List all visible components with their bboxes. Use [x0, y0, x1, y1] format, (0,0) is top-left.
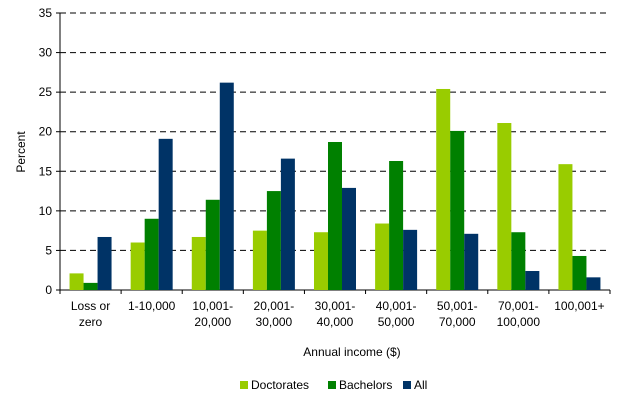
bar	[97, 236, 112, 290]
bar	[558, 164, 573, 290]
bar	[158, 138, 173, 290]
bar	[83, 282, 98, 290]
legend-swatch	[240, 381, 248, 389]
y-tick-label: 30	[39, 46, 53, 60]
x-tick-label: 70,001-100,000	[497, 299, 541, 329]
y-axis-label: Percent	[14, 131, 28, 173]
legend-swatch	[403, 381, 411, 389]
legend-label: Bachelors	[339, 378, 392, 392]
bar	[328, 142, 342, 290]
x-tick-label: 50,001-70,000	[437, 299, 478, 329]
bar	[586, 277, 601, 290]
bar	[252, 230, 267, 290]
y-tick-label: 35	[39, 6, 53, 20]
bar	[205, 199, 220, 290]
legend-label: All	[414, 378, 427, 392]
bar	[342, 187, 356, 290]
y-tick-label: 0	[45, 283, 52, 297]
x-tick-label: 30,001-40,000	[315, 299, 356, 329]
x-tick-label: 100,001+	[554, 299, 604, 313]
legend-swatch	[328, 381, 336, 389]
bar	[511, 232, 526, 290]
bar	[497, 123, 512, 290]
y-tick-label: 25	[39, 85, 53, 99]
y-tick-label: 5	[45, 243, 52, 257]
x-tick-label: Loss or zero	[71, 299, 110, 329]
x-tick-label: 40,001-50,000	[376, 299, 417, 329]
x-tick-label: 20,001-30,000	[254, 299, 295, 329]
y-tick-label: 10	[39, 204, 53, 218]
bar	[130, 242, 145, 290]
bar	[314, 232, 328, 290]
x-axis-label: Annual income ($)	[303, 345, 400, 359]
bar	[403, 229, 418, 290]
bar	[375, 223, 390, 290]
bar	[450, 130, 465, 290]
bar	[219, 82, 234, 290]
bar	[280, 158, 295, 290]
legend-label: Doctorates	[251, 378, 309, 392]
bar	[69, 273, 84, 290]
bar	[191, 236, 206, 290]
y-tick-label: 20	[39, 125, 53, 139]
y-tick-label: 15	[39, 164, 53, 178]
bar	[525, 271, 540, 290]
bar	[464, 233, 479, 290]
bar	[436, 88, 451, 290]
bar	[144, 218, 159, 290]
bar	[572, 255, 587, 290]
bar	[266, 191, 281, 290]
bar	[389, 160, 404, 290]
x-tick-label: 1-10,000	[128, 299, 176, 313]
x-tick-label: 10,001-20,000	[192, 299, 233, 329]
